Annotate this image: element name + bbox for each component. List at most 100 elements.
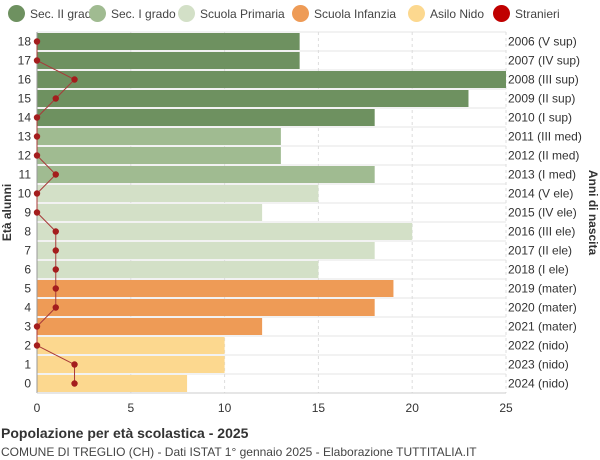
birth-year-tick-label: 2024 (nido) (508, 377, 569, 391)
bar (37, 204, 263, 221)
legend-swatch (408, 5, 425, 22)
age-tick-label: 14 (18, 111, 32, 125)
chart-subtitle: COMUNE DI TREGLIO (CH) - Dati ISTAT 1° g… (1, 445, 477, 459)
age-tick-label: 15 (18, 92, 32, 106)
legend-swatch (8, 5, 25, 22)
stranieri-point (52, 228, 59, 235)
age-tick-label: 7 (24, 244, 31, 258)
bar (37, 71, 506, 88)
stranieri-point (33, 152, 41, 159)
age-tick-label: 2 (24, 339, 31, 353)
stranieri-point (33, 133, 41, 140)
birth-year-tick-label: 2012 (II med) (508, 149, 579, 163)
birth-year-tick-label: 2009 (II sup) (508, 92, 575, 106)
bar (37, 33, 300, 50)
stranieri-point (52, 266, 59, 273)
stranieri-point (33, 38, 41, 45)
age-tick-label: 16 (18, 73, 32, 87)
birth-year-tick-label: 2015 (IV ele) (508, 206, 577, 220)
birth-year-tick-label: 2008 (III sup) (508, 73, 579, 87)
legend-item: Sec. II grado (8, 5, 98, 22)
age-tick-label: 6 (24, 263, 31, 277)
legend-label: Stranieri (515, 6, 560, 21)
age-tick-label: 9 (24, 206, 31, 220)
age-tick-label: 5 (24, 282, 31, 296)
legend-item: Sec. I grado (89, 5, 176, 22)
bar (37, 337, 225, 354)
bar (37, 166, 375, 183)
stranieri-point (52, 285, 59, 292)
stranieri-point (52, 95, 59, 102)
birth-year-tick-label: 2019 (mater) (508, 282, 577, 296)
legend-swatch (292, 5, 309, 22)
stranieri-point (33, 190, 41, 197)
bar (37, 128, 281, 145)
bar (37, 109, 375, 126)
birth-year-tick-label: 2006 (V sup) (508, 35, 577, 49)
birth-year-tick-label: 2014 (V ele) (508, 187, 573, 201)
chart-title: Popolazione per età scolastica - 2025 (1, 425, 249, 441)
birth-year-tick-label: 2023 (nido) (508, 358, 569, 372)
x-tick-label: 0 (34, 401, 41, 415)
age-tick-label: 0 (24, 377, 31, 391)
birth-year-tick-label: 2010 (I sup) (508, 111, 572, 125)
birth-year-tick-label: 2017 (II ele) (508, 244, 572, 258)
legend-item: Asilo Nido (408, 5, 484, 22)
x-tick-label: 25 (499, 401, 513, 415)
birth-year-tick-label: 2016 (III ele) (508, 225, 575, 239)
x-tick-label: 20 (406, 401, 420, 415)
legend-swatch (493, 5, 510, 22)
x-tick-label: 5 (127, 401, 134, 415)
y-axis-title: Età alunni (0, 184, 14, 241)
stranieri-point (71, 361, 78, 368)
age-tick-label: 3 (24, 320, 31, 334)
y-axis-title-right: Anni di nascita (586, 170, 600, 256)
age-tick-label: 12 (18, 149, 32, 163)
bar (37, 375, 188, 392)
age-tick-label: 18 (18, 35, 32, 49)
bar (37, 242, 375, 259)
stranieri-point (71, 380, 78, 387)
legend-label: Scuola Infanzia (314, 6, 397, 21)
birth-year-tick-label: 2018 (I ele) (508, 263, 569, 277)
birth-year-tick-label: 2007 (IV sup) (508, 54, 580, 68)
stranieri-point (33, 342, 41, 349)
stranieri-point (52, 171, 59, 178)
legend-item: Scuola Primaria (178, 5, 285, 22)
stranieri-point (33, 114, 41, 121)
legend-swatch (89, 5, 106, 22)
x-tick-label: 15 (312, 401, 326, 415)
age-tick-label: 1 (24, 358, 31, 372)
birth-year-tick-label: 2021 (mater) (508, 320, 577, 334)
bar (37, 147, 281, 164)
bar (37, 280, 394, 297)
birth-year-tick-label: 2011 (III med) (508, 130, 582, 144)
birth-year-tick-label: 2013 (I med) (508, 168, 576, 182)
stranieri-point (71, 76, 78, 83)
birth-year-tick-label: 2022 (nido) (508, 339, 569, 353)
legend-label: Sec. I grado (111, 6, 176, 21)
birth-year-tick-label: 2020 (mater) (508, 301, 577, 315)
age-tick-label: 4 (24, 301, 31, 315)
bar (37, 261, 319, 278)
legend-label: Asilo Nido (430, 6, 485, 21)
bar (37, 318, 263, 335)
stranieri-point (33, 323, 41, 330)
bar (37, 52, 300, 69)
age-tick-label: 11 (19, 168, 32, 182)
legend-swatch (178, 5, 195, 22)
age-tick-label: 13 (18, 130, 32, 144)
bar (37, 299, 375, 316)
stranieri-point (33, 57, 41, 64)
stranieri-point (33, 209, 41, 216)
legend-label: Sec. II grado (30, 6, 99, 21)
stranieri-point (52, 304, 59, 311)
bar (37, 356, 225, 373)
age-tick-label: 8 (24, 225, 31, 239)
bar (37, 90, 469, 107)
age-tick-label: 17 (18, 54, 32, 68)
bar (37, 185, 319, 202)
legend-item: Scuola Infanzia (292, 5, 396, 22)
legend-label: Scuola Primaria (200, 6, 285, 21)
